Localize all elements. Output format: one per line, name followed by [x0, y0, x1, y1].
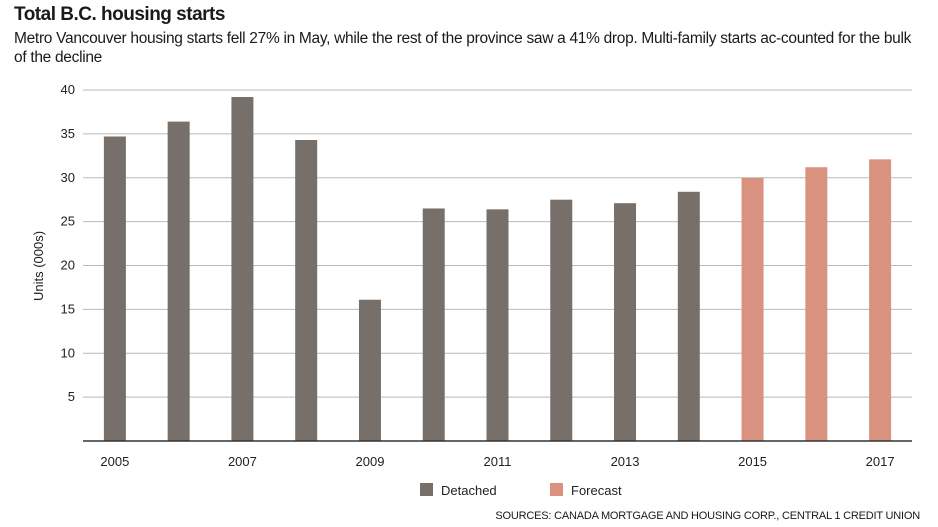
y-tick-label: 35 [61, 126, 75, 141]
chart-title: Total B.C. housing starts [14, 4, 225, 25]
x-tick-label: 2013 [611, 454, 640, 469]
y-axis-ticks: 5 10 15 20 25 30 35 40 [61, 82, 75, 404]
x-tick-label: 2011 [484, 454, 512, 469]
bar-detached-2011 [486, 209, 509, 441]
bar-forecast-2017 [869, 159, 892, 441]
legend-forecast-label: Forecast [571, 483, 622, 498]
bar-detached-2013 [614, 203, 637, 441]
y-axis-label: Units (000s) [31, 231, 46, 301]
bar-forecast-2015 [741, 177, 764, 441]
bars [103, 97, 892, 442]
bar-detached-2009 [358, 299, 381, 441]
legend-forecast-swatch [550, 483, 563, 496]
chart-subtitle: Metro Vancouver housing starts fell 27% … [14, 30, 912, 66]
bar-detached-2014 [677, 191, 700, 441]
legend: Detached Forecast [420, 483, 622, 498]
x-axis-ticks: 2005 2007 2009 2011 2013 2015 2017 [100, 454, 894, 469]
bar-detached-2006 [167, 121, 190, 441]
y-tick-label: 20 [61, 258, 75, 273]
x-tick-label: 2005 [100, 454, 129, 469]
bar-detached-2007 [231, 97, 254, 442]
y-tick-label: 15 [61, 301, 75, 316]
y-tick-label: 5 [68, 389, 75, 404]
y-tick-label: 40 [61, 82, 75, 97]
bar-detached-2010 [422, 208, 445, 441]
legend-detached-label: Detached [441, 483, 497, 498]
bar-detached-2008 [295, 140, 318, 441]
x-tick-label: 2009 [356, 454, 385, 469]
bar-forecast-2016 [805, 167, 828, 441]
x-tick-label: 2007 [228, 454, 257, 469]
x-tick-label: 2017 [866, 454, 895, 469]
sources-note: SOURCES: CANADA MORTGAGE AND HOUSING COR… [495, 510, 920, 522]
bar-detached-2005 [103, 136, 126, 441]
y-tick-label: 25 [61, 214, 75, 229]
y-tick-label: 30 [61, 170, 75, 185]
x-tick-label: 2015 [738, 454, 767, 469]
legend-detached-swatch [420, 483, 433, 496]
bar-detached-2012 [550, 199, 573, 441]
y-tick-label: 10 [61, 345, 75, 360]
